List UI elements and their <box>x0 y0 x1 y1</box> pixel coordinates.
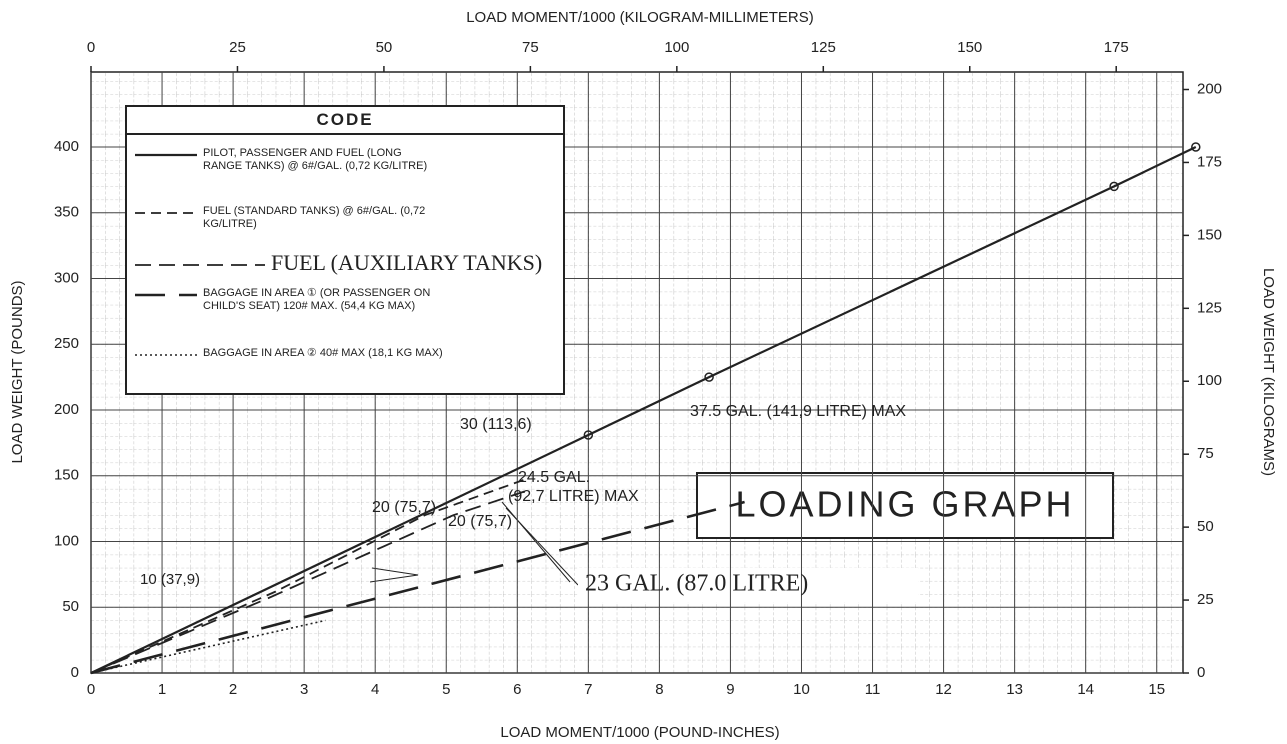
x-tick-label: 9 <box>726 681 734 698</box>
y2-tick-label: 200 <box>1197 80 1222 97</box>
legend-label: PILOT, PASSENGER AND FUEL (LONG RANGE TA… <box>203 147 428 172</box>
y-tick-label: 200 <box>54 401 79 418</box>
y2-tick-label: 175 <box>1197 153 1222 170</box>
title-box <box>696 472 1114 539</box>
annotation: (92,7 LITRE) MAX <box>508 488 639 505</box>
annotation: 20 (75,7) <box>372 499 436 516</box>
series-line <box>90 146 1197 674</box>
legend-title: CODE <box>127 107 563 135</box>
y-tick-label: 250 <box>54 335 79 352</box>
x-tick-label: 1 <box>158 681 166 698</box>
x-tick-label: 8 <box>655 681 663 698</box>
x-tick-label: 12 <box>935 681 952 698</box>
point-marker <box>704 372 714 382</box>
y2-axis-title: LOAD WEIGHT (KILOGRAMS) <box>1260 268 1277 476</box>
x2-tick-label: 175 <box>1104 39 1129 56</box>
point-marker <box>1191 142 1201 152</box>
legend-swatch <box>135 153 197 157</box>
x2-tick-label: 50 <box>376 39 393 56</box>
legend-swatch <box>135 212 197 214</box>
y-tick-label: 50 <box>62 598 79 615</box>
legend-entry: BAGGAGE IN AREA ② 40# MAX (18,1 KG MAX) <box>135 347 443 360</box>
x2-tick-label: 25 <box>229 39 246 56</box>
x-tick-label: 6 <box>513 681 521 698</box>
x-tick-label: 4 <box>371 681 379 698</box>
legend-swatch <box>135 354 197 356</box>
leader-line <box>505 507 579 586</box>
legend-label: FUEL (STANDARD TANKS) @ 6#/GAL. (0,72 KG… <box>203 205 426 230</box>
y-tick-label: 100 <box>54 532 79 549</box>
x-tick-label: 2 <box>229 681 237 698</box>
x-tick-label: 10 <box>793 681 810 698</box>
x2-axis-title: LOAD MOMENT/1000 (KILOGRAM-MILLIMETERS) <box>466 9 814 26</box>
chart-title: LOADING GRAPH <box>735 484 1074 525</box>
annotation: 20 (75,7) <box>448 513 512 530</box>
leader-line <box>369 574 419 583</box>
legend: CODE PILOT, PASSENGER AND FUEL (LONG RAN… <box>125 105 565 395</box>
y2-tick-label: 125 <box>1197 299 1222 316</box>
x-tick-label: 15 <box>1148 681 1165 698</box>
legend-entry: PILOT, PASSENGER AND FUEL (LONG RANGE TA… <box>135 147 443 173</box>
x-tick-label: 3 <box>300 681 308 698</box>
y-tick-label: 0 <box>71 664 79 681</box>
y2-tick-label: 50 <box>1197 518 1214 535</box>
annotation: 30 (113,6) <box>460 416 532 433</box>
y-tick-label: 350 <box>54 204 79 221</box>
x2-tick-label: 100 <box>664 39 689 56</box>
x-tick-label: 14 <box>1077 681 1094 698</box>
y2-tick-label: 150 <box>1197 226 1222 243</box>
annotation: 37.5 GAL. (141,9 LITRE) MAX <box>690 403 906 420</box>
x-tick-label: 0 <box>87 681 95 698</box>
annotation: 23 GAL. (87.0 LITRE) <box>585 571 808 597</box>
annotation: 10 (37,9) <box>140 571 200 588</box>
legend-swatch <box>135 264 265 266</box>
legend-label: BAGGAGE IN AREA ① (OR PASSENGER ON CHILD… <box>203 287 431 312</box>
legend-swatch <box>135 293 197 297</box>
annotation-box <box>578 568 918 602</box>
x-tick-label: 7 <box>584 681 592 698</box>
series-line <box>90 500 745 675</box>
x2-tick-label: 75 <box>522 39 539 56</box>
y2-tick-label: 0 <box>1197 664 1205 681</box>
x-tick-label: 5 <box>442 681 450 698</box>
x-tick-label: 11 <box>865 681 881 698</box>
legend-label: BAGGAGE IN AREA ② 40# MAX (18,1 KG MAX) <box>203 347 443 359</box>
series-line <box>90 619 326 674</box>
x2-tick-label: 125 <box>811 39 836 56</box>
legend-entry: FUEL (AUXILIARY TANKS) <box>135 252 711 274</box>
x-axis-title: LOAD MOMENT/1000 (POUND-INCHES) <box>500 724 779 741</box>
legend-entry: FUEL (STANDARD TANKS) @ 6#/GAL. (0,72 KG… <box>135 205 443 231</box>
point-marker <box>583 430 594 440</box>
x2-tick-label: 0 <box>87 39 95 56</box>
y2-tick-label: 25 <box>1197 591 1214 608</box>
series-line <box>90 477 529 674</box>
leader-line <box>371 567 419 576</box>
y2-tick-label: 100 <box>1197 372 1222 389</box>
legend-entry: BAGGAGE IN AREA ① (OR PASSENGER ON CHILD… <box>135 287 443 313</box>
annotation: 24.5 GAL. <box>518 469 590 486</box>
x2-tick-label: 150 <box>957 39 982 56</box>
point-marker <box>1109 181 1119 192</box>
legend-label: FUEL (AUXILIARY TANKS) <box>271 250 543 275</box>
series-line <box>90 490 525 674</box>
x-tick-label: 13 <box>1006 681 1023 698</box>
y-tick-label: 300 <box>54 269 79 286</box>
y2-tick-label: 75 <box>1197 445 1214 462</box>
y-tick-label: 150 <box>54 467 79 484</box>
y-axis-title: LOAD WEIGHT (POUNDS) <box>9 280 26 463</box>
y-tick-label: 400 <box>54 138 79 155</box>
